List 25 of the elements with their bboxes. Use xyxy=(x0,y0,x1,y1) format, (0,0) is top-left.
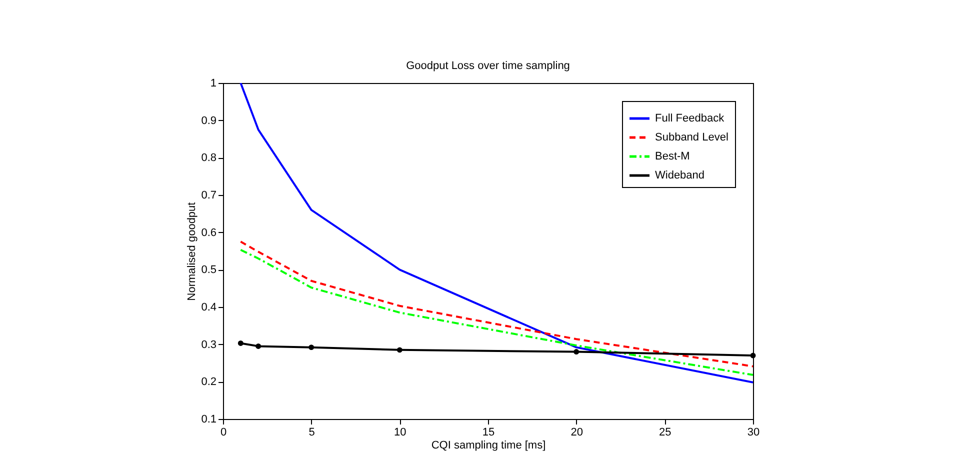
x-tick-label: 0 xyxy=(220,426,227,438)
x-tick-label: 25 xyxy=(659,426,672,438)
legend-label: Subband Level xyxy=(655,132,728,144)
chart-title: Goodput Loss over time sampling xyxy=(406,60,570,72)
line-series xyxy=(240,83,753,384)
x-tick-label: 10 xyxy=(394,426,406,438)
x-tick-label: 15 xyxy=(482,426,495,438)
x-tick-label: 5 xyxy=(308,426,315,438)
legend-label: Full Feedback xyxy=(655,112,725,124)
y-tick-label: 0.7 xyxy=(201,190,216,202)
y-tick-label: 0.2 xyxy=(201,376,216,388)
legend-label: Wideband xyxy=(655,170,705,182)
y-axis-title: Normalised goodput xyxy=(186,202,198,301)
x-tick-label: 30 xyxy=(747,426,760,438)
y-tick-label: 0.6 xyxy=(201,226,216,239)
y-tick-label: 0.4 xyxy=(201,302,216,314)
y-tick-label: 0.1 xyxy=(201,414,216,426)
y-tick-label: 0.5 xyxy=(201,264,216,276)
y-tick-label: 1 xyxy=(210,78,216,90)
y-tick-label: 0.3 xyxy=(201,338,216,351)
y-tick-label: 0.9 xyxy=(201,114,216,127)
x-axis-title: CQI sampling time [ms] xyxy=(431,440,546,452)
y-tick-label: 0.8 xyxy=(201,152,216,164)
x-tick-label: 20 xyxy=(570,426,583,438)
legend-label: Best-M xyxy=(655,150,690,162)
